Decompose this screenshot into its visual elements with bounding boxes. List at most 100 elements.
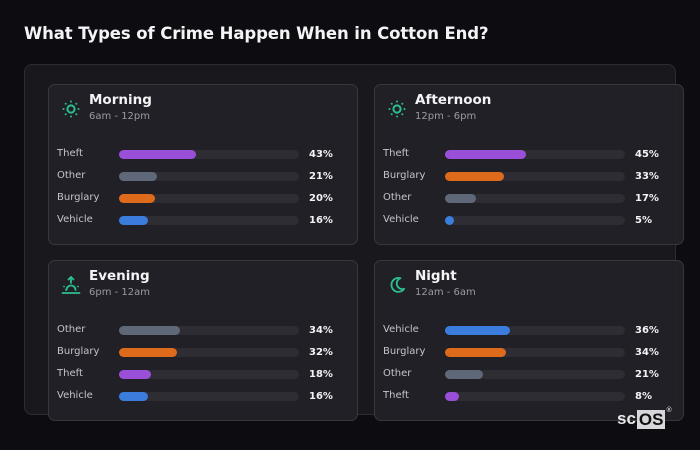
card-title: Evening <box>89 268 150 284</box>
bar-track <box>445 392 625 401</box>
card-title: Morning <box>89 92 152 108</box>
card-time-range: 6am - 12pm <box>89 111 151 122</box>
bar-fill <box>445 326 510 335</box>
bar-fill <box>445 172 505 181</box>
bar-row-burglary: Burglary 33% <box>383 169 673 183</box>
bar-fill <box>445 194 476 203</box>
bar-value: 16% <box>309 391 333 402</box>
bar-row-vehicle: Vehicle 16% <box>57 389 347 403</box>
bar-value: 33% <box>635 171 659 182</box>
scos-logo: sc OS ® <box>617 407 672 429</box>
card-night: Night 12am - 6am Vehicle 36% Burglary 34% Othe… <box>374 260 684 421</box>
bar-track <box>119 326 299 335</box>
bar-value: 16% <box>309 215 333 226</box>
bar-fill <box>445 348 507 357</box>
logo-text-sc: sc <box>617 409 636 428</box>
bar-label: Theft <box>57 368 83 379</box>
bar-fill <box>119 216 148 225</box>
bar-value: 45% <box>635 149 659 160</box>
bar-value: 43% <box>309 149 333 160</box>
bar-track <box>445 194 625 203</box>
bar-label: Vehicle <box>57 214 93 225</box>
bar-value: 20% <box>309 193 333 204</box>
bar-label: Vehicle <box>383 214 419 225</box>
sunset-icon <box>61 275 81 295</box>
bar-label: Theft <box>383 390 409 401</box>
bar-row-other: Other 34% <box>57 323 347 337</box>
bar-track <box>445 150 625 159</box>
bar-track <box>445 216 625 225</box>
bar-row-other: Other 21% <box>383 367 673 381</box>
card-morning: Morning 6am - 12pm Theft 43% Other 21% Burglar… <box>48 84 358 245</box>
bar-row-vehicle: Vehicle 5% <box>383 213 673 227</box>
bar-fill <box>119 392 148 401</box>
bar-track <box>119 194 299 203</box>
bar-label: Theft <box>383 148 409 159</box>
card-time-range: 12pm - 6pm <box>415 111 477 122</box>
bar-row-burglary: Burglary 34% <box>383 345 673 359</box>
bar-value: 8% <box>635 391 652 402</box>
bar-value: 32% <box>309 347 333 358</box>
bar-label: Burglary <box>57 192 100 203</box>
bar-label: Other <box>57 170 86 181</box>
bar-value: 21% <box>635 369 659 380</box>
bar-track <box>445 348 625 357</box>
bar-fill <box>119 348 177 357</box>
bar-row-vehicle: Vehicle 16% <box>57 213 347 227</box>
sun-icon <box>61 99 81 119</box>
bar-track <box>119 216 299 225</box>
bar-fill <box>445 216 454 225</box>
bar-label: Vehicle <box>383 324 419 335</box>
logo-text-os: OS <box>636 409 666 429</box>
bar-row-other: Other 17% <box>383 191 673 205</box>
bar-row-theft: Theft 18% <box>57 367 347 381</box>
bar-label: Vehicle <box>57 390 93 401</box>
bar-track <box>119 370 299 379</box>
bar-fill <box>119 194 155 203</box>
bar-label: Burglary <box>383 346 426 357</box>
bar-track <box>119 150 299 159</box>
bar-row-burglary: Burglary 32% <box>57 345 347 359</box>
card-title: Night <box>415 268 457 284</box>
sun-icon <box>387 99 407 119</box>
bar-fill <box>119 172 157 181</box>
bar-row-vehicle: Vehicle 36% <box>383 323 673 337</box>
card-title: Afternoon <box>415 92 492 108</box>
bar-fill <box>119 370 152 379</box>
bar-value: 34% <box>309 325 333 336</box>
bar-track <box>445 172 625 181</box>
bar-value: 34% <box>635 347 659 358</box>
bar-fill <box>445 150 526 159</box>
bar-track <box>445 326 625 335</box>
bar-label: Other <box>383 192 412 203</box>
card-afternoon: Afternoon 12pm - 6pm Theft 45% Burglary 33% Ot… <box>374 84 684 245</box>
bar-value: 36% <box>635 325 659 336</box>
card-time-range: 6pm - 12am <box>89 287 151 298</box>
bar-label: Other <box>383 368 412 379</box>
card-evening: Evening 6pm - 12am Other 34% Burglary 32% Thef… <box>48 260 358 421</box>
bar-value: 18% <box>309 369 333 380</box>
bar-fill <box>445 392 460 401</box>
bar-label: Other <box>57 324 86 335</box>
bar-track <box>445 370 625 379</box>
bar-row-other: Other 21% <box>57 169 347 183</box>
bar-track <box>119 392 299 401</box>
moon-icon <box>387 275 407 295</box>
bar-value: 5% <box>635 215 652 226</box>
bar-fill <box>119 326 181 335</box>
bar-row-theft: Theft 45% <box>383 147 673 161</box>
bar-row-burglary: Burglary 20% <box>57 191 347 205</box>
card-time-range: 12am - 6am <box>415 287 476 298</box>
bar-label: Burglary <box>383 170 426 181</box>
bar-fill <box>445 370 483 379</box>
bar-value: 17% <box>635 193 659 204</box>
bar-label: Theft <box>57 148 83 159</box>
bar-label: Burglary <box>57 346 100 357</box>
bar-row-theft: Theft 8% <box>383 389 673 403</box>
page-title: What Types of Crime Happen When in Cotto… <box>24 24 489 43</box>
bar-row-theft: Theft 43% <box>57 147 347 161</box>
registered-mark: ® <box>666 407 672 414</box>
bar-fill <box>119 150 197 159</box>
bar-track <box>119 172 299 181</box>
bar-track <box>119 348 299 357</box>
